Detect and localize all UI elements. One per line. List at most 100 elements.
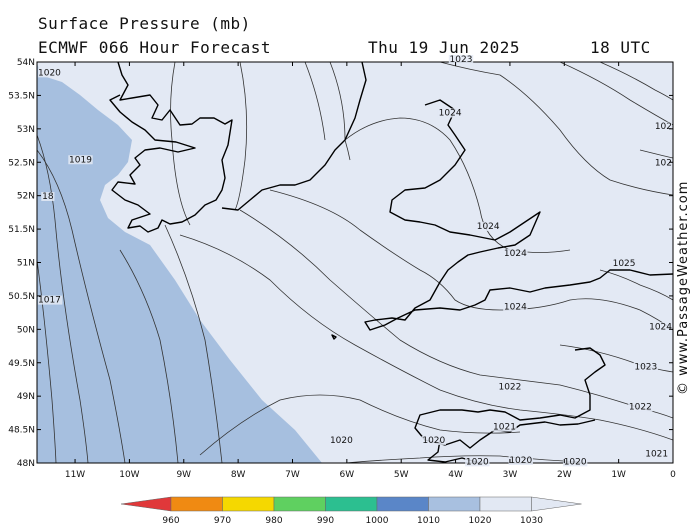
isobar	[199, 394, 521, 456]
legend-label: 960	[162, 516, 179, 525]
lat-tick-label: 52.5N	[8, 158, 35, 168]
isobar-label: 1020	[509, 456, 532, 466]
low-pressure-area	[37, 62, 322, 463]
isobar	[559, 62, 673, 126]
lon-tick-label: 9W	[176, 470, 191, 480]
isobar-label-bg	[633, 362, 659, 372]
isobar-label-bg	[38, 68, 63, 78]
isobar	[164, 224, 223, 463]
lat-tick-label: 49N	[17, 392, 35, 402]
isobar-label: 1020	[422, 436, 445, 446]
lat-tick-label: 53N	[17, 125, 35, 135]
isobar	[119, 249, 179, 463]
legend-swatch	[222, 496, 275, 512]
isobar-label: 1024	[504, 302, 527, 312]
isobar	[599, 62, 673, 101]
legend-swatch	[325, 496, 378, 512]
isobar-label-bg	[653, 158, 672, 168]
isobar	[599, 269, 673, 301]
isobar-label-bg	[503, 302, 528, 312]
axis-ticks: 54N 53.5N 53N 52.5N 52N 51.5N 51N 50.5N 50N 49.5N…	[8, 58, 676, 480]
isobar-label: 102	[655, 159, 672, 169]
isobar-label: 1020	[38, 68, 61, 78]
lat-tick-label: 53.5N	[8, 91, 35, 101]
wales-coast	[221, 62, 367, 211]
isobar-label: 1022	[629, 403, 652, 413]
legend-label: 1010	[417, 516, 440, 525]
isobar-label-bg	[562, 457, 588, 467]
isobar-label-bg	[647, 322, 672, 332]
isobar-label: 18	[42, 192, 54, 202]
isobar-label-bg	[38, 295, 63, 305]
lon-tick-label: 5W	[394, 470, 409, 480]
isobar-label: 1019	[69, 155, 92, 165]
legend-label: 1000	[366, 516, 389, 525]
legend-label: 1030	[520, 516, 543, 525]
legend-label: 970	[214, 516, 231, 525]
isobar-label-bg	[497, 382, 523, 392]
island	[331, 334, 337, 340]
lat-tick-label: 50N	[17, 325, 35, 335]
isobar-label: 1020	[564, 457, 587, 467]
lat-tick-label: 48N	[17, 459, 35, 469]
isobar-label: 1021	[493, 423, 516, 433]
chart-title: Surface Pressure (mb)	[38, 14, 251, 33]
forecast-time: 18 UTC	[590, 38, 651, 57]
isobar	[37, 134, 89, 463]
isobar	[269, 189, 673, 331]
isobar-label: 1020	[330, 436, 353, 446]
isobar-label: 1021	[645, 449, 668, 459]
forecast-model: ECMWF 066 Hour Forecast	[38, 38, 272, 57]
isobar-label: 1025	[613, 259, 636, 269]
legend-label: 1020	[469, 516, 492, 525]
pressure-legend: 960 970 980 990 1000 1010 1020 1030	[120, 496, 582, 525]
isobar	[170, 62, 191, 226]
lon-tick-label: 6W	[340, 470, 355, 480]
isobar-label-bg	[475, 222, 501, 232]
lon-tick-label: 7W	[285, 470, 300, 480]
isobar-label: 1024	[649, 322, 672, 332]
isobar-label: 1024	[477, 222, 500, 232]
lat-tick-label: 52N	[17, 192, 35, 202]
forecast-date: Thu 19 Jun 2025	[368, 38, 520, 57]
isobar	[37, 259, 57, 463]
isobar-label-bg	[68, 155, 93, 165]
isobar-label: 1024	[439, 108, 462, 118]
lon-tick-label: 0	[670, 470, 676, 480]
lon-tick-label: 4W	[448, 470, 463, 480]
isobar-label-bg	[41, 192, 55, 202]
isobar-label-bg	[437, 108, 463, 118]
isobar-label: 102	[655, 122, 672, 132]
isobar	[639, 149, 673, 159]
isobar-label: 1020	[466, 457, 489, 467]
coastlines	[109, 62, 673, 463]
britain-coast	[364, 99, 673, 331]
legend-arrow-high	[531, 496, 582, 512]
isobar-label-bg	[611, 258, 637, 268]
isobar-label-bg	[465, 457, 490, 467]
isobar	[179, 234, 673, 441]
legend-swatch	[273, 496, 326, 512]
legend-swatch	[376, 496, 429, 512]
lon-tick-label: 2W	[557, 470, 572, 480]
lon-tick-label: 1W	[611, 470, 626, 480]
brittany-coast	[427, 439, 481, 463]
isobar-label: 1023	[634, 362, 657, 372]
isobar-labels: 1020 1019 18 1017 1023 1024 1024 1024 1025 1024 10…	[38, 55, 672, 467]
isobar	[344, 455, 581, 463]
lat-tick-label: 51.5N	[8, 225, 35, 235]
legend-label: 990	[317, 516, 334, 525]
lat-tick-label: 54N	[17, 58, 35, 68]
lat-tick-label: 50.5N	[8, 292, 35, 302]
isobar-label-bg	[492, 422, 517, 432]
isobar	[304, 62, 326, 141]
isobar-label: 1022	[498, 382, 521, 392]
isobar-label: 1023	[450, 55, 473, 65]
lon-tick-label: 10W	[119, 470, 139, 480]
isobar	[37, 149, 126, 463]
lat-tick-label: 49.5N	[8, 359, 35, 369]
lat-tick-label: 51N	[17, 259, 35, 269]
isobar-label-bg	[448, 55, 474, 64]
legend-swatch	[428, 496, 481, 512]
